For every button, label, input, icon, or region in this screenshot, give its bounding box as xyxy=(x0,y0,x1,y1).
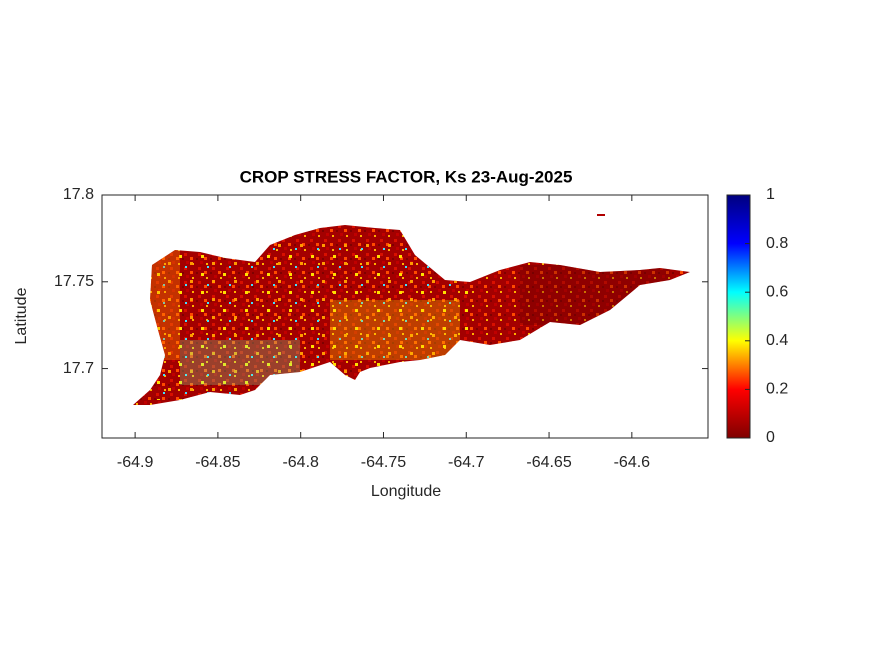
x-axis-label: Longitude xyxy=(371,483,441,500)
colorbar-tick-label: 0 xyxy=(766,429,775,446)
x-tick-label: -64.7 xyxy=(448,454,485,471)
x-tick-label: -64.75 xyxy=(361,454,406,471)
colorbar-tick-label: 0.4 xyxy=(766,332,788,349)
colorbar-box xyxy=(726,194,751,439)
colorbar-tick-label: 0.2 xyxy=(766,381,788,398)
x-tick-label: -64.9 xyxy=(117,454,154,471)
islet xyxy=(597,214,605,216)
colorbar-tick-label: 0.8 xyxy=(766,235,788,252)
y-axis-label: Latitude xyxy=(13,287,30,344)
x-tick-label: -64.65 xyxy=(526,454,571,471)
x-tick-label: -64.85 xyxy=(195,454,240,471)
y-tick-label: 17.75 xyxy=(54,273,94,290)
x-tick-label: -64.8 xyxy=(282,454,319,471)
colorbar xyxy=(727,195,750,438)
chart-title: CROP STRESS FACTOR, Ks 23-Aug-2025 xyxy=(240,167,573,186)
colorbar-tick-label: 0.6 xyxy=(766,283,788,300)
colorbar-tick-label: 1 xyxy=(766,186,775,203)
y-tick-label: 17.8 xyxy=(63,186,94,203)
axes-box xyxy=(101,194,709,439)
x-tick-label: -64.6 xyxy=(614,454,651,471)
y-tick-label: 17.7 xyxy=(63,360,94,377)
